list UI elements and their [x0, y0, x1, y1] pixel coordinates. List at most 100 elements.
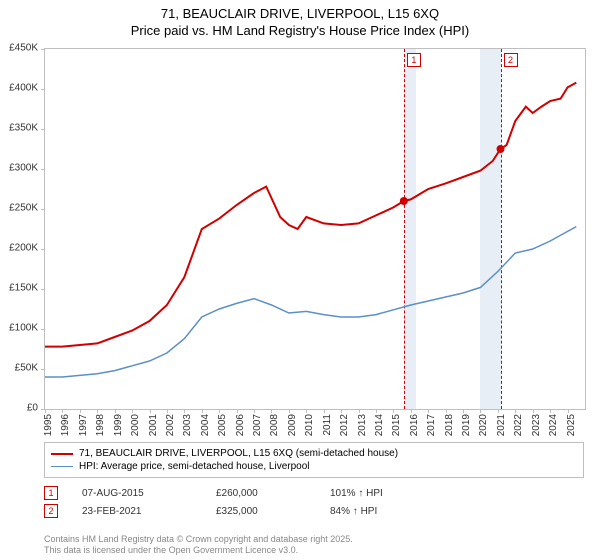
legend-row-1: 71, BEAUCLAIR DRIVE, LIVERPOOL, L15 6XQ … — [51, 447, 577, 460]
line-series — [45, 227, 576, 377]
sale-dot — [400, 197, 408, 205]
footer-line-1: Contains HM Land Registry data © Crown c… — [44, 534, 584, 545]
sale-row-date: 23-FEB-2021 — [82, 506, 192, 517]
x-tick-label: 1999 — [113, 414, 124, 436]
sale-row-hpi: 84% ↑ HPI — [330, 506, 440, 517]
x-tick-label: 2009 — [287, 414, 298, 436]
x-tick — [533, 409, 534, 413]
sale-row-price: £260,000 — [216, 488, 306, 499]
x-tick — [237, 409, 238, 413]
x-tick — [550, 409, 551, 413]
sale-row-marker: 1 — [44, 486, 58, 500]
x-tick — [341, 409, 342, 413]
x-tick — [62, 409, 63, 413]
x-tick — [480, 409, 481, 413]
x-tick-label: 2021 — [496, 414, 507, 436]
x-tick — [289, 409, 290, 413]
x-tick — [428, 409, 429, 413]
x-tick-label: 2005 — [217, 414, 228, 436]
sale-row-hpi: 101% ↑ HPI — [330, 488, 440, 499]
chart-title: 71, BEAUCLAIR DRIVE, LIVERPOOL, L15 6XQ … — [0, 0, 600, 40]
x-tick-label: 2002 — [165, 414, 176, 436]
x-tick — [359, 409, 360, 413]
x-tick-label: 2000 — [130, 414, 141, 436]
y-tick-label: £400K — [0, 83, 38, 94]
y-tick-label: £150K — [0, 283, 38, 294]
x-tick-label: 2011 — [322, 414, 333, 436]
x-tick-label: 2013 — [357, 414, 368, 436]
y-tick-label: £250K — [0, 203, 38, 214]
legend-swatch-1 — [51, 453, 73, 455]
x-tick-label: 2025 — [566, 414, 577, 436]
y-tick-label: £200K — [0, 243, 38, 254]
title-line-1: 71, BEAUCLAIR DRIVE, LIVERPOOL, L15 6XQ — [0, 6, 600, 23]
legend-box: 71, BEAUCLAIR DRIVE, LIVERPOOL, L15 6XQ … — [44, 442, 584, 478]
x-tick-label: 2010 — [304, 414, 315, 436]
x-tick — [80, 409, 81, 413]
legend-row-2: HPI: Average price, semi-detached house,… — [51, 460, 577, 473]
series-svg — [45, 49, 585, 409]
x-tick — [167, 409, 168, 413]
x-tick-label: 2003 — [182, 414, 193, 436]
x-tick — [376, 409, 377, 413]
x-tick-label: 2024 — [548, 414, 559, 436]
x-tick — [324, 409, 325, 413]
x-tick-label: 2018 — [444, 414, 455, 436]
x-tick-label: 2006 — [235, 414, 246, 436]
x-tick — [306, 409, 307, 413]
x-tick — [411, 409, 412, 413]
x-tick-label: 2007 — [252, 414, 263, 436]
x-tick-label: 2015 — [391, 414, 402, 436]
x-tick — [271, 409, 272, 413]
x-tick-label: 2017 — [426, 414, 437, 436]
x-tick-label: 2001 — [148, 414, 159, 436]
legend-swatch-2 — [51, 466, 73, 467]
x-tick-label: 2019 — [461, 414, 472, 436]
y-tick-label: £350K — [0, 123, 38, 134]
sale-row-marker: 2 — [44, 504, 58, 518]
x-tick-label: 2016 — [409, 414, 420, 436]
x-tick — [150, 409, 151, 413]
x-tick-label: 2004 — [200, 414, 211, 436]
y-tick-label: £300K — [0, 163, 38, 174]
sale-row-price: £325,000 — [216, 506, 306, 517]
legend-label-1: 71, BEAUCLAIR DRIVE, LIVERPOOL, L15 6XQ … — [79, 448, 398, 459]
x-tick — [568, 409, 569, 413]
y-tick-label: £0 — [0, 403, 38, 414]
x-tick — [97, 409, 98, 413]
x-tick-label: 1997 — [78, 414, 89, 436]
sale-dot — [497, 145, 505, 153]
footer-text: Contains HM Land Registry data © Crown c… — [44, 534, 584, 557]
x-tick — [498, 409, 499, 413]
chart-frame: 71, BEAUCLAIR DRIVE, LIVERPOOL, L15 6XQ … — [0, 0, 600, 560]
sale-row-date: 07-AUG-2015 — [82, 488, 192, 499]
x-tick — [463, 409, 464, 413]
x-tick — [254, 409, 255, 413]
x-tick — [184, 409, 185, 413]
x-tick — [393, 409, 394, 413]
x-tick-label: 1995 — [43, 414, 54, 436]
y-tick-label: £50K — [0, 363, 38, 374]
x-tick-label: 2014 — [374, 414, 385, 436]
title-line-2: Price paid vs. HM Land Registry's House … — [0, 23, 600, 40]
x-tick-label: 1996 — [60, 414, 71, 436]
x-tick — [515, 409, 516, 413]
plot-wrap: 12 £0£50K£100K£150K£200K£250K£300K£350K£… — [44, 48, 584, 408]
line-series — [45, 83, 576, 347]
legend-label-2: HPI: Average price, semi-detached house,… — [79, 461, 310, 472]
x-tick — [115, 409, 116, 413]
x-tick — [132, 409, 133, 413]
sale-row: 1 07-AUG-2015 £260,000 101% ↑ HPI — [44, 484, 584, 502]
x-tick-label: 2008 — [269, 414, 280, 436]
x-tick — [446, 409, 447, 413]
x-tick-label: 2023 — [531, 414, 542, 436]
x-tick-label: 2012 — [339, 414, 350, 436]
x-tick — [45, 409, 46, 413]
x-tick-label: 2022 — [513, 414, 524, 436]
y-tick-label: £100K — [0, 323, 38, 334]
footer-line-2: This data is licensed under the Open Gov… — [44, 545, 584, 556]
x-tick-label: 1998 — [95, 414, 106, 436]
plot-area: 12 — [44, 48, 586, 410]
sales-table: 1 07-AUG-2015 £260,000 101% ↑ HPI 2 23-FEB-20… — [44, 484, 584, 520]
x-tick — [202, 409, 203, 413]
